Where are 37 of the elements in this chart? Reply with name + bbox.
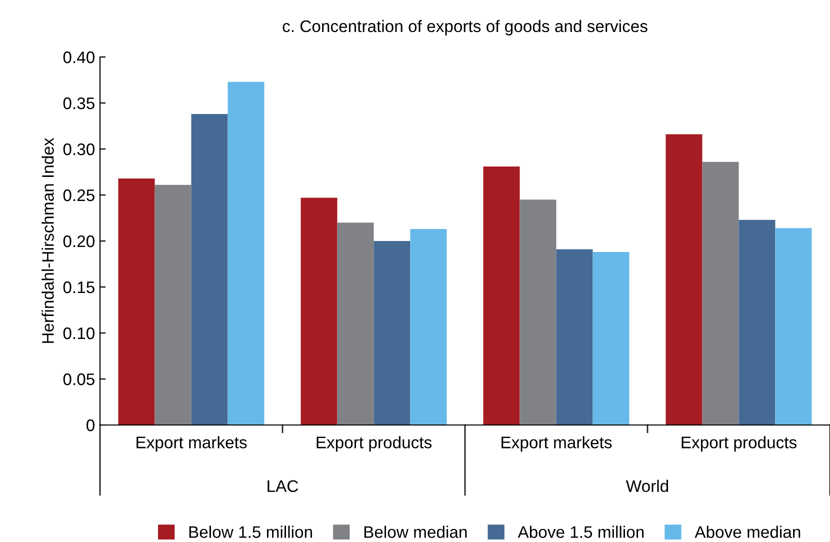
bar	[337, 222, 374, 425]
bar	[592, 252, 630, 425]
text: LAC	[268, 480, 298, 492]
bar	[666, 134, 702, 425]
legend-label: Above median	[694, 526, 800, 538]
bar	[775, 228, 812, 425]
y-tick-label: 0.15	[63, 281, 94, 294]
bar	[374, 241, 410, 425]
text: World	[626, 480, 668, 492]
bar	[702, 162, 739, 425]
y-axis-title: Herfindahl-Hirschman Index	[42, 138, 54, 343]
legend-label: Below 1.5 million	[189, 526, 312, 538]
bar	[300, 198, 338, 425]
legend-label: Above 1.5 million	[518, 526, 644, 538]
y-tick-label: 0.10	[63, 327, 94, 340]
y-tick-label: 0.05	[63, 373, 94, 386]
bar	[556, 249, 593, 425]
chart-title: c. Concentration of exports of goods and services	[282, 20, 648, 36]
y-tick-label: 0.30	[63, 143, 94, 156]
bar	[191, 114, 228, 425]
bar	[738, 220, 776, 425]
y-tick-label: 0.20	[63, 235, 94, 248]
y-tick-label: 0.25	[63, 189, 94, 202]
bar	[483, 166, 520, 425]
y-tick-label: 0.35	[63, 97, 94, 110]
bar	[228, 82, 264, 425]
x-tick-label: Export markets	[136, 436, 247, 452]
legend-label: Below median	[364, 526, 467, 538]
bar	[520, 200, 556, 425]
x-tick-label: Export markets	[502, 436, 612, 452]
y-tick-label: 0	[86, 419, 94, 432]
bar	[118, 178, 155, 425]
x-tick-label: Export products	[682, 436, 797, 452]
bar	[154, 184, 192, 425]
y-tick-label: 0.40	[63, 51, 94, 64]
bar	[410, 229, 447, 425]
x-tick-label: Export products	[316, 436, 432, 452]
